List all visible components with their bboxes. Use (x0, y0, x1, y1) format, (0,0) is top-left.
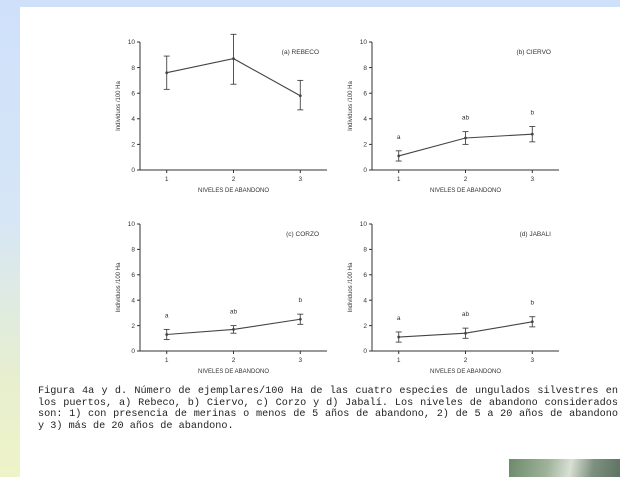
data-point (397, 154, 401, 158)
y-tick-label: 2 (131, 323, 135, 330)
significance-label: a (397, 315, 401, 322)
y-tick-label: 0 (131, 167, 135, 174)
y-tick-label: 6 (363, 272, 367, 279)
x-tick-label: 2 (464, 357, 468, 364)
x-tick-label: 3 (298, 176, 302, 183)
x-tick-label: 3 (530, 176, 534, 183)
y-axis-label: Individuos /100 Ha (348, 80, 354, 130)
significance-label: ab (462, 115, 470, 122)
significance-label: ab (462, 311, 470, 318)
panel-title: (a) REBECO (282, 49, 319, 56)
significance-label: a (397, 134, 401, 141)
y-tick-label: 4 (131, 116, 135, 123)
x-axis-label: NIVELES DE ABANDONO (198, 188, 269, 194)
data-point (530, 132, 534, 136)
data-point (165, 71, 169, 75)
y-tick-label: 8 (131, 65, 135, 72)
x-axis-label: NIVELES DE ABANDONO (430, 369, 501, 375)
y-tick-label: 6 (131, 272, 135, 279)
significance-label: b (530, 300, 534, 307)
y-tick-label: 8 (363, 65, 367, 72)
significance-label: b (530, 109, 534, 116)
y-tick-label: 2 (363, 142, 367, 149)
y-tick-label: 2 (363, 323, 367, 330)
slide: 0 2 4 6 8 10 1 2 3 NIVELES DE ABANDONO Individuos … (20, 7, 620, 477)
data-point (298, 317, 302, 321)
panel-title: (d) JABALI (520, 231, 552, 238)
y-tick-label: 4 (131, 297, 135, 304)
data-point (464, 331, 467, 335)
figure-caption: Figura 4a y d. Número de ejemplares/100 … (38, 386, 618, 432)
x-tick-label: 3 (530, 357, 534, 364)
y-tick-label: 2 (131, 142, 135, 149)
y-tick-label: 8 (363, 247, 367, 254)
y-tick-label: 10 (360, 221, 368, 228)
significance-label: b (298, 297, 302, 304)
y-axis-label: Individuos /100 Ha (116, 262, 122, 312)
y-tick-label: 0 (363, 167, 367, 174)
y-tick-label: 4 (363, 297, 367, 304)
y-tick-label: 10 (128, 221, 136, 228)
data-point (165, 333, 169, 336)
y-axis-label: Individuos /100 Ha (348, 262, 354, 312)
data-point (464, 136, 467, 140)
data-point (232, 57, 235, 61)
significance-label: a (165, 312, 169, 319)
x-tick-label: 1 (397, 176, 401, 183)
data-point (232, 328, 235, 331)
panel-title: (c) CORZO (286, 231, 319, 238)
data-point (397, 335, 401, 339)
significance-label: ab (230, 309, 238, 316)
y-tick-label: 6 (131, 90, 135, 97)
x-tick-label: 2 (232, 176, 236, 183)
x-tick-label: 3 (298, 357, 302, 364)
y-tick-label: 8 (131, 247, 135, 254)
x-tick-label: 1 (397, 357, 401, 364)
x-tick-label: 1 (165, 176, 169, 183)
x-tick-label: 1 (165, 357, 169, 364)
y-tick-label: 4 (363, 116, 367, 123)
y-axis-label: Individuos /100 Ha (116, 80, 122, 130)
x-axis-label: NIVELES DE ABANDONO (198, 369, 269, 375)
y-tick-label: 10 (360, 39, 368, 46)
data-point (298, 94, 302, 98)
x-axis-label: NIVELES DE ABANDONO (430, 188, 501, 194)
data-point (530, 320, 534, 324)
y-tick-label: 0 (363, 348, 367, 355)
x-tick-label: 2 (232, 357, 236, 364)
y-tick-label: 6 (363, 90, 367, 97)
panel-title: (b) CIERVO (516, 49, 551, 56)
y-tick-label: 0 (131, 348, 135, 355)
x-tick-label: 2 (464, 176, 468, 183)
y-tick-label: 10 (128, 39, 136, 46)
photo-thumbnail (509, 459, 620, 477)
